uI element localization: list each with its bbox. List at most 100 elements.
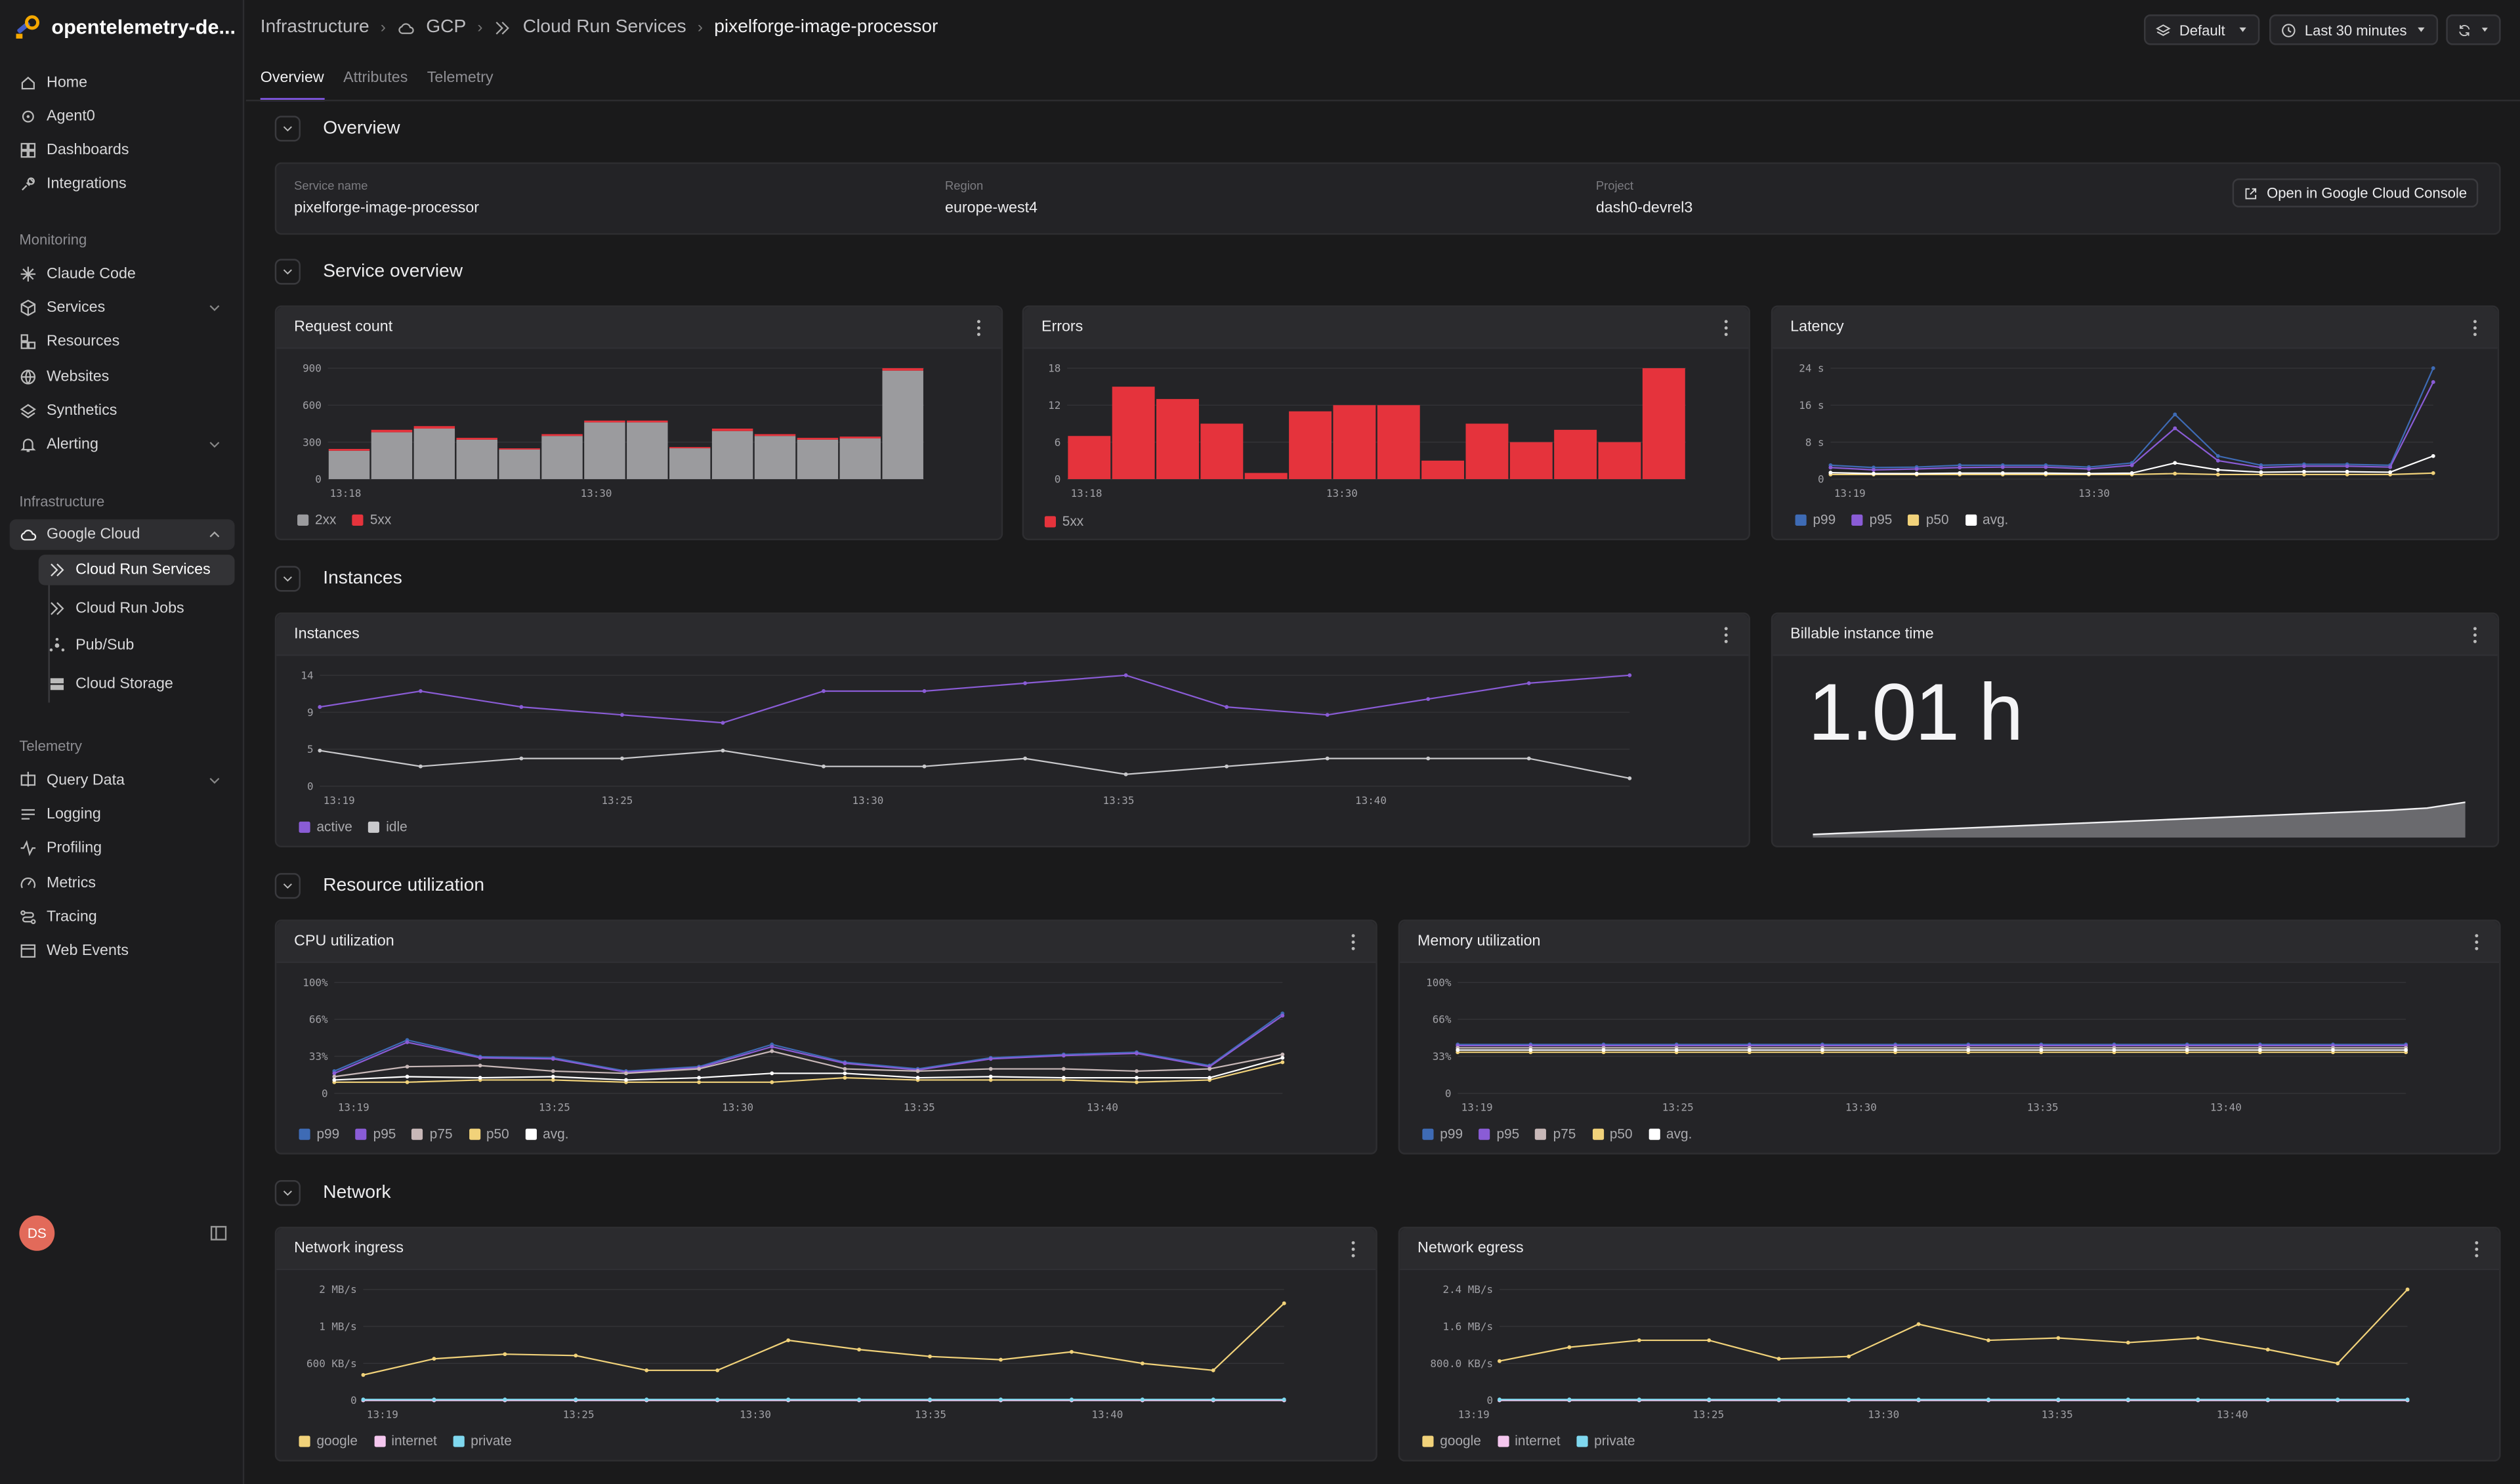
bar-5xx[interactable] (328, 448, 370, 451)
bar-2xx[interactable] (627, 422, 668, 479)
data-point[interactable] (721, 748, 725, 753)
bar-2xx[interactable] (541, 436, 583, 479)
bar-5xx[interactable] (1112, 387, 1155, 479)
data-point[interactable] (1023, 681, 1028, 685)
data-point[interactable] (318, 748, 322, 753)
data-point[interactable] (519, 705, 524, 710)
collapse-toggle[interactable] (274, 873, 301, 899)
collapse-toggle[interactable] (274, 1180, 301, 1206)
data-point[interactable] (361, 1372, 366, 1377)
data-point[interactable] (928, 1354, 932, 1359)
bar-5xx[interactable] (1200, 423, 1244, 479)
data-point[interactable] (2185, 1048, 2189, 1052)
legend-item[interactable]: p99 (1795, 511, 1836, 527)
data-point[interactable] (551, 1057, 555, 1061)
collapse-toggle[interactable] (274, 116, 301, 142)
data-point[interactable] (1776, 1357, 1781, 1361)
data-point[interactable] (2216, 454, 2220, 458)
legend-item[interactable]: avg. (1965, 511, 2008, 527)
data-point[interactable] (1225, 705, 1229, 710)
data-point[interactable] (1069, 1349, 1074, 1354)
data-point[interactable] (1847, 1397, 1851, 1402)
data-point[interactable] (770, 1049, 774, 1053)
legend-item[interactable]: internet (373, 1433, 437, 1449)
data-point[interactable] (519, 756, 524, 761)
data-point[interactable] (999, 1357, 1003, 1362)
data-point[interactable] (2336, 1361, 2340, 1366)
data-point[interactable] (1776, 1397, 1781, 1402)
bar-2xx[interactable] (584, 422, 625, 479)
legend-item[interactable]: p95 (1479, 1126, 1519, 1141)
data-point[interactable] (2302, 469, 2306, 474)
data-point[interactable] (822, 764, 826, 769)
bar-2xx[interactable] (882, 370, 923, 479)
series-line-google[interactable] (1499, 1288, 2408, 1365)
data-point[interactable] (843, 1071, 847, 1076)
tab-overview[interactable]: Overview (260, 69, 324, 102)
data-point[interactable] (432, 1357, 436, 1361)
data-point[interactable] (2087, 467, 2091, 471)
data-point[interactable] (1280, 1055, 1285, 1060)
data-point[interactable] (1958, 471, 1962, 475)
data-point[interactable] (1023, 756, 1028, 761)
section-network-header[interactable]: Network (274, 1180, 391, 1206)
data-point[interactable] (1325, 713, 1330, 717)
data-point[interactable] (2216, 458, 2220, 463)
data-point[interactable] (1847, 1354, 1851, 1359)
data-point[interactable] (1872, 467, 1876, 472)
data-point[interactable] (1208, 1076, 1212, 1080)
series-line-p95[interactable] (333, 1015, 1283, 1074)
data-point[interactable] (1282, 1301, 1286, 1305)
data-point[interactable] (1828, 465, 1833, 470)
series-line-p50[interactable] (334, 1061, 1283, 1083)
bar-2xx[interactable] (839, 438, 881, 479)
data-point[interactable] (1061, 1076, 1066, 1080)
data-point[interactable] (1280, 1013, 1285, 1018)
data-point[interactable] (2000, 465, 2005, 469)
data-point[interactable] (1280, 1052, 1285, 1057)
bar-5xx[interactable] (371, 429, 413, 433)
data-point[interactable] (1211, 1397, 1215, 1402)
data-point[interactable] (2126, 1397, 2130, 1402)
data-point[interactable] (2259, 470, 2263, 475)
nav-logging[interactable]: Logging (10, 799, 235, 830)
data-point[interactable] (432, 1397, 436, 1402)
data-point[interactable] (1526, 681, 1531, 685)
data-point[interactable] (574, 1397, 578, 1402)
legend-item[interactable]: internet (1497, 1433, 1561, 1449)
data-point[interactable] (2056, 1336, 2061, 1340)
data-point[interactable] (1747, 1048, 1752, 1052)
data-point[interactable] (1061, 1067, 1066, 1071)
data-point[interactable] (405, 1065, 410, 1069)
legend-item[interactable]: p99 (1422, 1126, 1463, 1141)
data-point[interactable] (1280, 1060, 1285, 1065)
legend-item[interactable]: p75 (411, 1126, 453, 1141)
data-point[interactable] (1986, 1338, 1990, 1342)
bar-5xx[interactable] (499, 448, 540, 450)
data-point[interactable] (2336, 1397, 2340, 1402)
data-point[interactable] (1211, 1368, 1215, 1372)
collapse-toggle[interactable] (274, 259, 301, 285)
series-line-active[interactable] (320, 674, 1630, 724)
data-point[interactable] (2044, 465, 2048, 469)
data-point[interactable] (1707, 1338, 1712, 1342)
data-point[interactable] (1637, 1338, 1641, 1342)
data-point[interactable] (1208, 1067, 1212, 1071)
data-point[interactable] (770, 1080, 774, 1084)
nav-dashboards[interactable]: Dashboards (10, 135, 235, 166)
data-point[interactable] (697, 1067, 702, 1071)
data-point[interactable] (1958, 465, 1962, 470)
data-point[interactable] (2431, 471, 2435, 475)
data-point[interactable] (1637, 1397, 1641, 1402)
data-point[interactable] (2302, 464, 2306, 469)
data-point[interactable] (786, 1338, 791, 1342)
series-line-p99[interactable] (1830, 368, 2434, 469)
data-point[interactable] (1426, 697, 1431, 701)
data-point[interactable] (2331, 1048, 2335, 1052)
bar-5xx[interactable] (541, 434, 583, 436)
data-point[interactable] (697, 1076, 702, 1080)
data-point[interactable] (988, 1067, 993, 1071)
nav-profiling[interactable]: Profiling (10, 833, 235, 864)
legend-item[interactable]: p75 (1535, 1126, 1576, 1141)
more-menu-icon[interactable] (976, 318, 982, 337)
